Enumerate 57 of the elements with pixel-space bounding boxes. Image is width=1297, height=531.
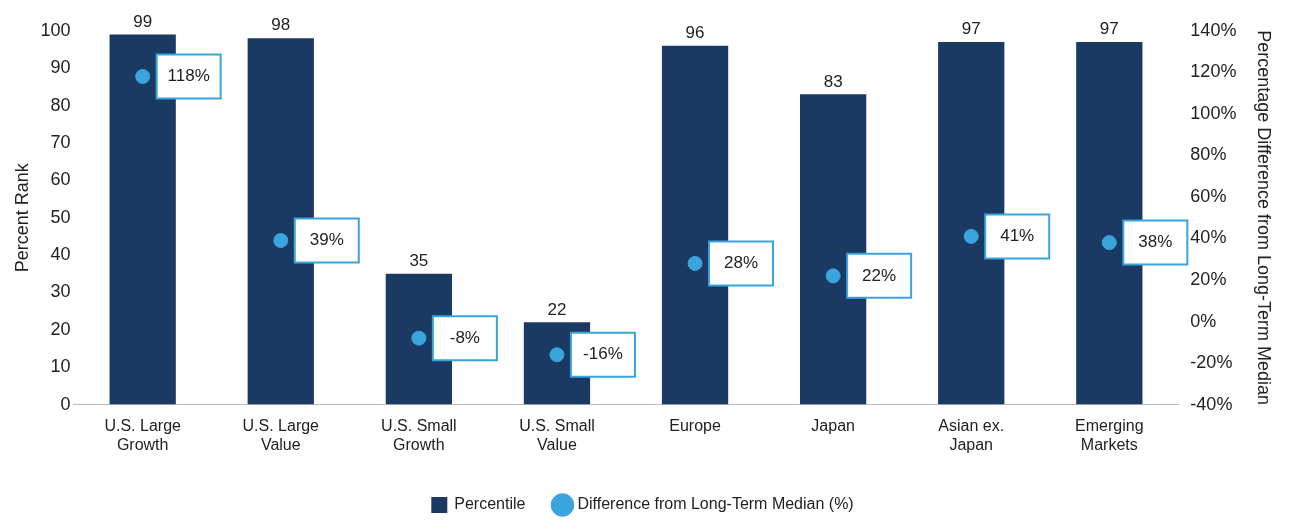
y-tick-label: 50 (50, 206, 71, 227)
y2-tick-label: -20% (1190, 352, 1233, 373)
x-tick-label: U.S. Large Growth (104, 416, 182, 453)
y-tick-label: 80 (50, 94, 71, 115)
y2-tick-label: 20% (1190, 268, 1227, 289)
y-axis-title: Percent Rank (11, 162, 32, 273)
data-label: 118% (167, 66, 210, 86)
data-label: 35 (409, 250, 429, 270)
y2-tick-label: 80% (1190, 144, 1227, 165)
y-tick-label: 20 (50, 318, 71, 339)
point (135, 68, 151, 84)
y2-tick-label: 140% (1190, 19, 1237, 40)
y-tick-label: 60 (50, 169, 71, 190)
point (687, 255, 703, 271)
x-tick-label: U.S. Small Value (519, 416, 595, 453)
y-tick-label: 0 (60, 393, 71, 414)
y2-tick-label: -40% (1190, 393, 1233, 414)
legend-label: Percentile (454, 495, 526, 513)
data-label: 96 (685, 22, 705, 42)
data-label: 97 (961, 19, 981, 39)
data-label: 41% (1000, 226, 1035, 246)
data-label: 99 (133, 11, 153, 31)
y-tick-label: 40 (50, 244, 71, 265)
point (963, 228, 979, 244)
data-label: 98 (271, 15, 291, 35)
y2-tick-label: 100% (1190, 102, 1237, 123)
y-tick-label: 100 (40, 19, 71, 40)
x-tick-label: U.S. Small Growth (381, 416, 457, 453)
y2-tick-label: 0% (1190, 310, 1217, 331)
data-label: 38% (1138, 232, 1173, 252)
x-tick-label: U.S. Large Value (242, 416, 320, 453)
x-tick-label: Japan (811, 416, 855, 434)
x-tick-label: Asian ex. Japan (938, 416, 1005, 453)
point (1101, 235, 1117, 251)
data-label: 22% (862, 265, 897, 285)
point (273, 233, 289, 249)
data-label: 22 (547, 299, 567, 319)
data-label: -16% (583, 344, 623, 364)
y2-axis-title: Percentage Difference from Long-Term Median (1254, 30, 1275, 406)
y2-tick-label: 40% (1190, 227, 1227, 248)
legend-label: Difference from Long-Term Median (%) (577, 495, 854, 513)
data-label: 28% (724, 253, 759, 273)
point (549, 347, 565, 363)
data-label: 97 (1099, 19, 1119, 39)
y2-tick-label: 120% (1190, 61, 1237, 82)
y-tick-label: 30 (50, 281, 71, 302)
x-tick-label: Emerging Markets (1075, 416, 1144, 453)
point (411, 330, 427, 346)
data-label: -8% (449, 327, 480, 347)
data-label: 39% (309, 230, 344, 250)
y-tick-label: 90 (50, 57, 71, 78)
data-label: 83 (823, 71, 843, 91)
point (825, 268, 841, 284)
x-tick-label: Europe (669, 416, 721, 434)
y2-tick-label: 60% (1190, 185, 1227, 206)
y-tick-label: 70 (50, 131, 71, 152)
y-tick-label: 10 (50, 356, 71, 377)
